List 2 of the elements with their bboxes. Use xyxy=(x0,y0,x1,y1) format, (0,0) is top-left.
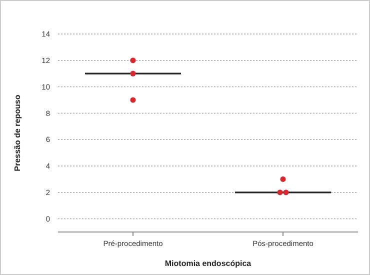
y-axis-title: Pressão de repouso xyxy=(13,94,22,172)
x-axis-title: Miotomia endoscópica xyxy=(164,259,252,268)
